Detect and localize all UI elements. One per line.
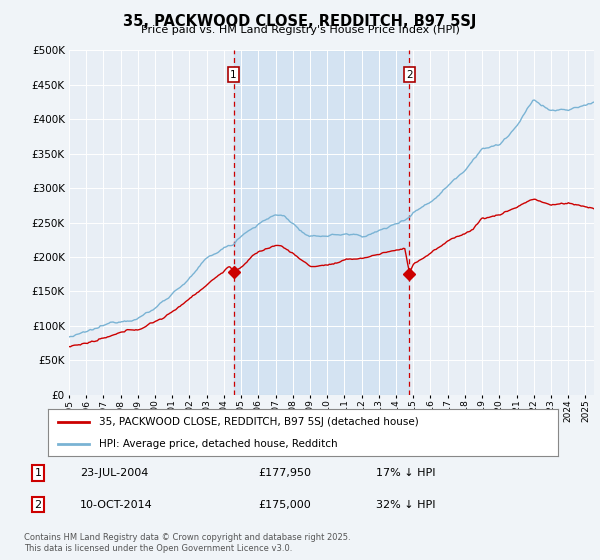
Text: Contains HM Land Registry data © Crown copyright and database right 2025.
This d: Contains HM Land Registry data © Crown c… [24,533,350,553]
Text: £177,950: £177,950 [259,468,311,478]
Text: 17% ↓ HPI: 17% ↓ HPI [376,468,435,478]
Text: 2: 2 [34,500,41,510]
Text: 1: 1 [34,468,41,478]
Text: 35, PACKWOOD CLOSE, REDDITCH, B97 5SJ: 35, PACKWOOD CLOSE, REDDITCH, B97 5SJ [124,14,476,29]
Text: 35, PACKWOOD CLOSE, REDDITCH, B97 5SJ (detached house): 35, PACKWOOD CLOSE, REDDITCH, B97 5SJ (d… [99,417,419,427]
Text: £175,000: £175,000 [259,500,311,510]
Text: 1: 1 [230,69,237,80]
Text: Price paid vs. HM Land Registry's House Price Index (HPI): Price paid vs. HM Land Registry's House … [140,25,460,35]
Text: 23-JUL-2004: 23-JUL-2004 [80,468,148,478]
Text: 2: 2 [406,69,413,80]
Text: 32% ↓ HPI: 32% ↓ HPI [376,500,435,510]
Text: 10-OCT-2014: 10-OCT-2014 [80,500,152,510]
Bar [233,50,409,395]
Text: HPI: Average price, detached house, Redditch: HPI: Average price, detached house, Redd… [99,438,338,449]
